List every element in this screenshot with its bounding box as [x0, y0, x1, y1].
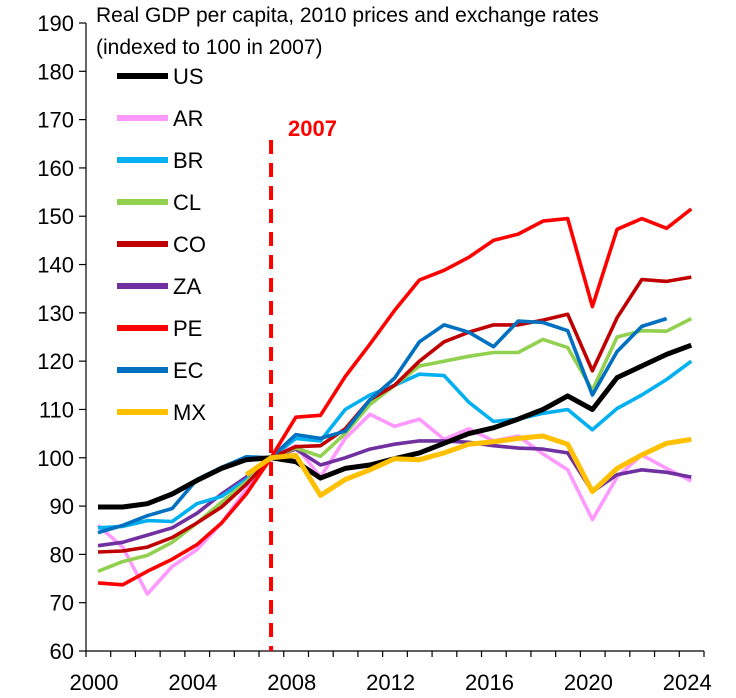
series-line-mx	[244, 433, 692, 498]
legend-label-za: ZA	[173, 274, 201, 299]
y-tick-label: 160	[37, 156, 74, 181]
legend-label-mx: MX	[173, 400, 206, 425]
x-tick-label: 2004	[168, 670, 217, 695]
y-tick-label: 120	[37, 349, 74, 374]
series-line-ar	[96, 412, 693, 596]
y-tick-label: 150	[37, 204, 74, 229]
x-tick-label: 2008	[267, 670, 316, 695]
legend-label-ec: EC	[173, 358, 204, 383]
chart-title: Real GDP per capita, 2010 prices and exc…	[96, 4, 599, 27]
legend-label-co: CO	[173, 232, 206, 257]
axes: 60 70 80 90 100 110 120 130 140 150 160 170 180 190 20…	[37, 11, 711, 695]
chart-titles: Real GDP per capita, 2010 prices and exc…	[96, 4, 599, 59]
x-tick-label: 2012	[366, 670, 415, 695]
legend-label-br: BR	[173, 148, 204, 173]
x-tick-label: 2000	[70, 670, 119, 695]
reference-line-label: 2007	[288, 116, 337, 141]
y-tick-label: 80	[50, 542, 74, 567]
y-tick-label: 70	[50, 591, 74, 616]
series-lines	[96, 207, 693, 596]
y-tick-label: 190	[37, 11, 74, 36]
chart-subtitle: (indexed to 100 in 2007)	[96, 36, 323, 59]
y-tick-label: 90	[50, 494, 74, 519]
series-line-pe	[97, 207, 693, 587]
y-tick-label: 140	[37, 253, 74, 278]
series-line-co	[97, 275, 692, 554]
y-tick-label: 60	[50, 639, 74, 664]
x-tick-label: 2020	[564, 670, 613, 695]
y-tick-label: 110	[39, 397, 74, 422]
legend-label-pe: PE	[173, 316, 202, 341]
y-tick-label: 100	[37, 446, 74, 471]
y-tick-label: 130	[37, 301, 74, 326]
y-tick-label: 170	[37, 108, 74, 133]
x-tick-label: 2024	[663, 670, 712, 695]
y-tick-label: 180	[37, 59, 74, 84]
legend: US AR BR CL CO ZA PE EC MX	[117, 64, 206, 425]
x-tick-label: 2016	[465, 670, 514, 695]
legend-label-cl: CL	[173, 190, 201, 215]
legend-label-ar: AR	[173, 106, 204, 131]
reference-line-group: 2007	[269, 116, 337, 651]
legend-label-us: US	[173, 64, 204, 89]
